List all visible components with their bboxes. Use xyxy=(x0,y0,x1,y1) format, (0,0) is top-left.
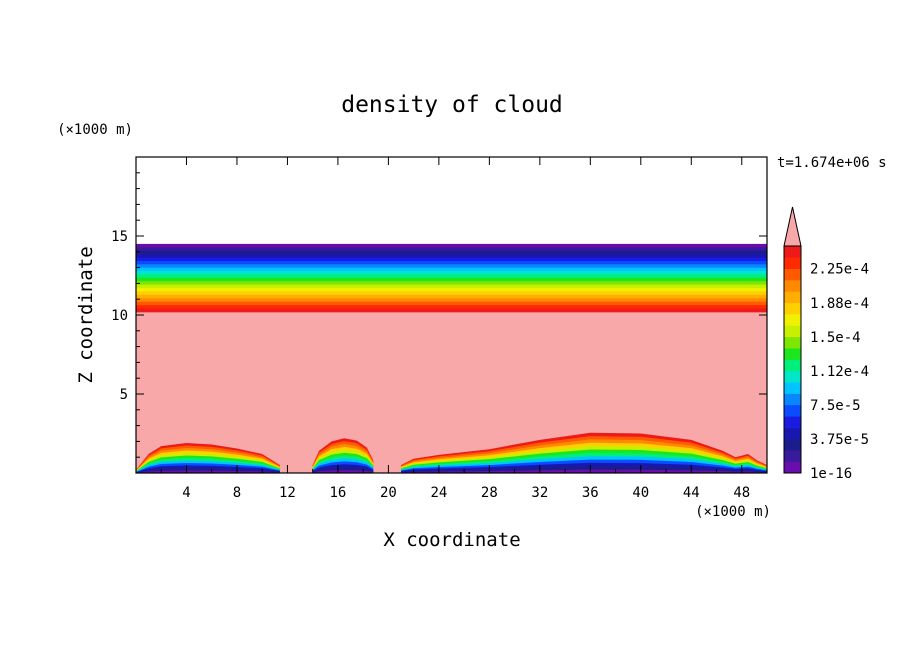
cloud-2-layer xyxy=(401,469,767,473)
band-layer xyxy=(136,288,767,292)
x-tick-label: 24 xyxy=(430,485,447,501)
band-layer xyxy=(136,298,767,303)
y-tick-label: 15 xyxy=(111,229,128,245)
band-layer xyxy=(136,250,767,255)
x-tick-label: 12 xyxy=(279,485,296,501)
x-tick-label: 32 xyxy=(531,485,548,501)
colorbar-swatch xyxy=(784,438,801,451)
x-tick-label: 36 xyxy=(582,485,599,501)
colorbar-swatch xyxy=(784,291,801,304)
cloud-1-layer xyxy=(312,470,374,473)
colorbar-swatch xyxy=(784,314,801,326)
colorbar-swatch xyxy=(784,257,801,269)
x-unit-label: (×1000 m) xyxy=(695,504,771,520)
y-tick-label: 5 xyxy=(120,387,128,403)
y-axis-label: Z coordinate xyxy=(75,246,97,383)
y-unit-label: (×1000 m) xyxy=(57,122,133,138)
colorbar-swatch xyxy=(784,359,801,372)
band-layer xyxy=(136,247,767,252)
colorbar-swatch xyxy=(784,416,801,428)
colorbar-swatch xyxy=(784,302,801,315)
band-layer xyxy=(136,301,767,306)
colorbar-swatch xyxy=(784,450,801,462)
band-layer xyxy=(136,271,767,275)
band-layer xyxy=(136,243,767,248)
colorbar-label: 3.75e-5 xyxy=(810,432,869,448)
band-layer xyxy=(136,291,767,296)
band-layer xyxy=(136,274,767,279)
band-layer xyxy=(136,284,767,289)
x-axis-label: X coordinate xyxy=(383,529,520,551)
colorbar-swatch xyxy=(784,370,801,383)
cloud-0-layer xyxy=(136,470,280,473)
colorbar-swatch xyxy=(784,393,801,406)
band-layer xyxy=(136,308,767,313)
colorbar-swatch xyxy=(784,336,801,349)
colorbar-frame xyxy=(783,245,802,474)
colorbar-swatch xyxy=(784,280,801,292)
y-tick-label: 10 xyxy=(111,308,128,324)
colorbar-swatch xyxy=(784,246,801,258)
band-layer xyxy=(136,267,767,272)
colorbar-label: 1.12e-4 xyxy=(810,364,869,380)
band-layer xyxy=(136,254,767,258)
colorbar-label: 7.5e-5 xyxy=(810,398,861,414)
colorbar-label: 2.25e-4 xyxy=(810,262,869,278)
band-layer xyxy=(136,281,767,286)
chart-title: density of cloud xyxy=(341,92,563,118)
colorbar-label: 1.5e-4 xyxy=(810,330,861,346)
colorbar-swatch xyxy=(784,325,801,338)
colorbar-swatch xyxy=(784,348,801,360)
colorbar-swatch xyxy=(784,461,801,474)
band-layer xyxy=(136,264,767,269)
band-layer xyxy=(136,260,767,265)
x-tick-label: 4 xyxy=(182,485,190,501)
band-layer xyxy=(136,294,767,299)
band-layer xyxy=(136,277,767,282)
x-tick-label: 40 xyxy=(632,485,649,501)
x-tick-label: 8 xyxy=(233,485,241,501)
x-tick-label: 20 xyxy=(380,485,397,501)
colorbar-swatch xyxy=(784,382,801,394)
colorbar-swatch xyxy=(784,427,801,440)
band-layer xyxy=(136,257,767,262)
x-tick-label: 16 xyxy=(329,485,346,501)
x-tick-label: 44 xyxy=(683,485,700,501)
band-layer xyxy=(136,305,767,309)
colorbar-label: 1e-16 xyxy=(810,466,852,482)
colorbar-overflow-triangle xyxy=(783,206,802,247)
x-tick-label: 48 xyxy=(733,485,750,501)
colorbar-swatch xyxy=(784,404,801,417)
x-tick-label: 28 xyxy=(481,485,498,501)
colorbar-label: 1.88e-4 xyxy=(810,296,869,312)
colorbar-swatch xyxy=(784,268,801,281)
time-label: t=1.674e+06 s xyxy=(777,155,887,171)
